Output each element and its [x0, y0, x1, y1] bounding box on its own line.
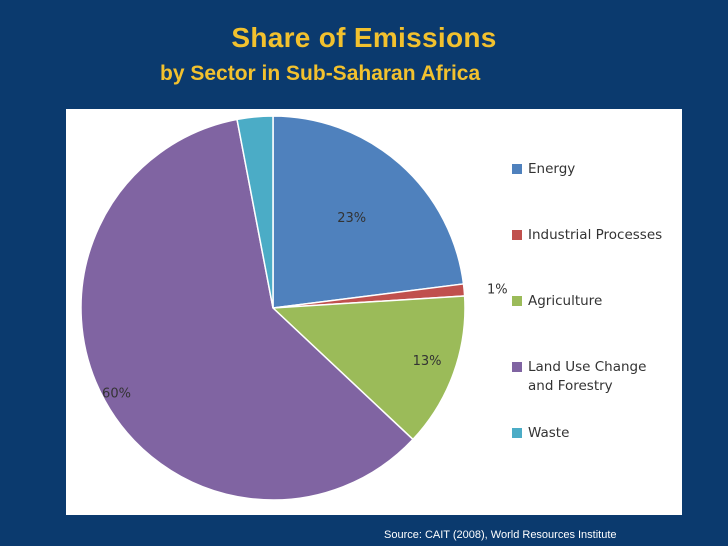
pie-slice-land-use-change-and-forestry: [80, 118, 415, 501]
data-label-energy: 23%: [337, 211, 366, 226]
pie-slice-agriculture: [271, 295, 466, 441]
legend-swatch-agriculture: [512, 296, 522, 306]
legend-swatch-waste: [512, 428, 522, 438]
pie-slice-waste: [236, 115, 274, 309]
legend-label-industrial-processes: Industrial Processes: [528, 227, 662, 243]
legend-swatch-energy: [512, 164, 522, 174]
slide-subtitle: by Sector in Sub-Saharan Africa: [160, 62, 481, 85]
legend-swatch-land-use-change-and-forestry: [512, 362, 522, 372]
data-label-industrial-processes: 1%: [487, 283, 508, 298]
pie-chart: 23% 1% 13% 60% 3% Energy Industrial Processes A…: [80, 109, 662, 501]
data-label-waste: 3%: [247, 109, 268, 112]
legend-swatch-industrial-processes: [512, 230, 522, 240]
chart-panel: 23% 1% 13% 60% 3% Energy Industrial Processes A…: [66, 109, 682, 515]
pie-slice-energy: [272, 115, 465, 309]
data-label-land-use-change-and-forestry: 60%: [102, 387, 131, 402]
legend-label-waste: Waste: [528, 425, 569, 441]
source-note: Source: CAIT (2008), World Resources Ins…: [384, 529, 617, 541]
legend-label-land-use-change-and-forestry: Land Use Change and Forestry: [528, 359, 646, 394]
legend-label-agriculture: Agriculture: [528, 293, 602, 309]
slide-title: Share of Emissions: [231, 22, 497, 53]
legend-label-energy: Energy: [528, 161, 575, 177]
data-label-agriculture: 13%: [413, 354, 442, 369]
